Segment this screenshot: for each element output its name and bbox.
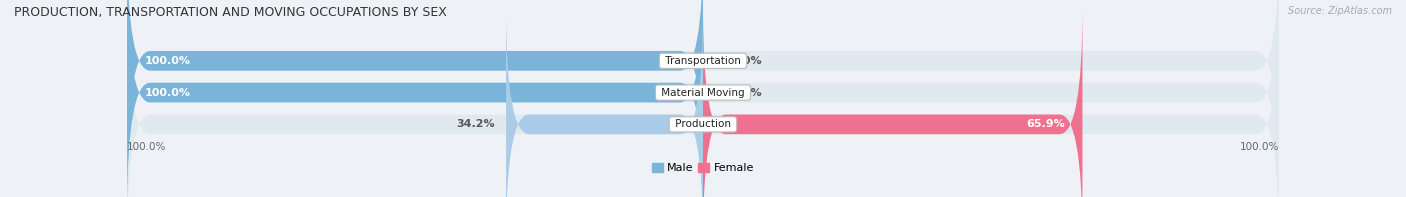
FancyBboxPatch shape [703,7,1083,197]
FancyBboxPatch shape [127,7,1279,197]
FancyBboxPatch shape [506,7,703,197]
Text: 100.0%: 100.0% [145,88,190,98]
Text: Source: ZipAtlas.com: Source: ZipAtlas.com [1288,6,1392,16]
FancyBboxPatch shape [127,0,1279,178]
Text: Transportation: Transportation [662,56,744,66]
Text: 0.0%: 0.0% [731,56,762,66]
Text: 100.0%: 100.0% [145,56,190,66]
Text: PRODUCTION, TRANSPORTATION AND MOVING OCCUPATIONS BY SEX: PRODUCTION, TRANSPORTATION AND MOVING OC… [14,6,447,19]
Text: Material Moving: Material Moving [658,88,748,98]
FancyBboxPatch shape [127,0,703,178]
Text: 100.0%: 100.0% [127,141,166,151]
Text: 65.9%: 65.9% [1026,119,1066,129]
Text: 100.0%: 100.0% [1240,141,1279,151]
Text: 0.0%: 0.0% [731,88,762,98]
FancyBboxPatch shape [127,0,703,197]
Legend: Male, Female: Male, Female [647,158,759,178]
Text: 34.2%: 34.2% [456,119,495,129]
FancyBboxPatch shape [127,0,1279,197]
Text: Production: Production [672,119,734,129]
